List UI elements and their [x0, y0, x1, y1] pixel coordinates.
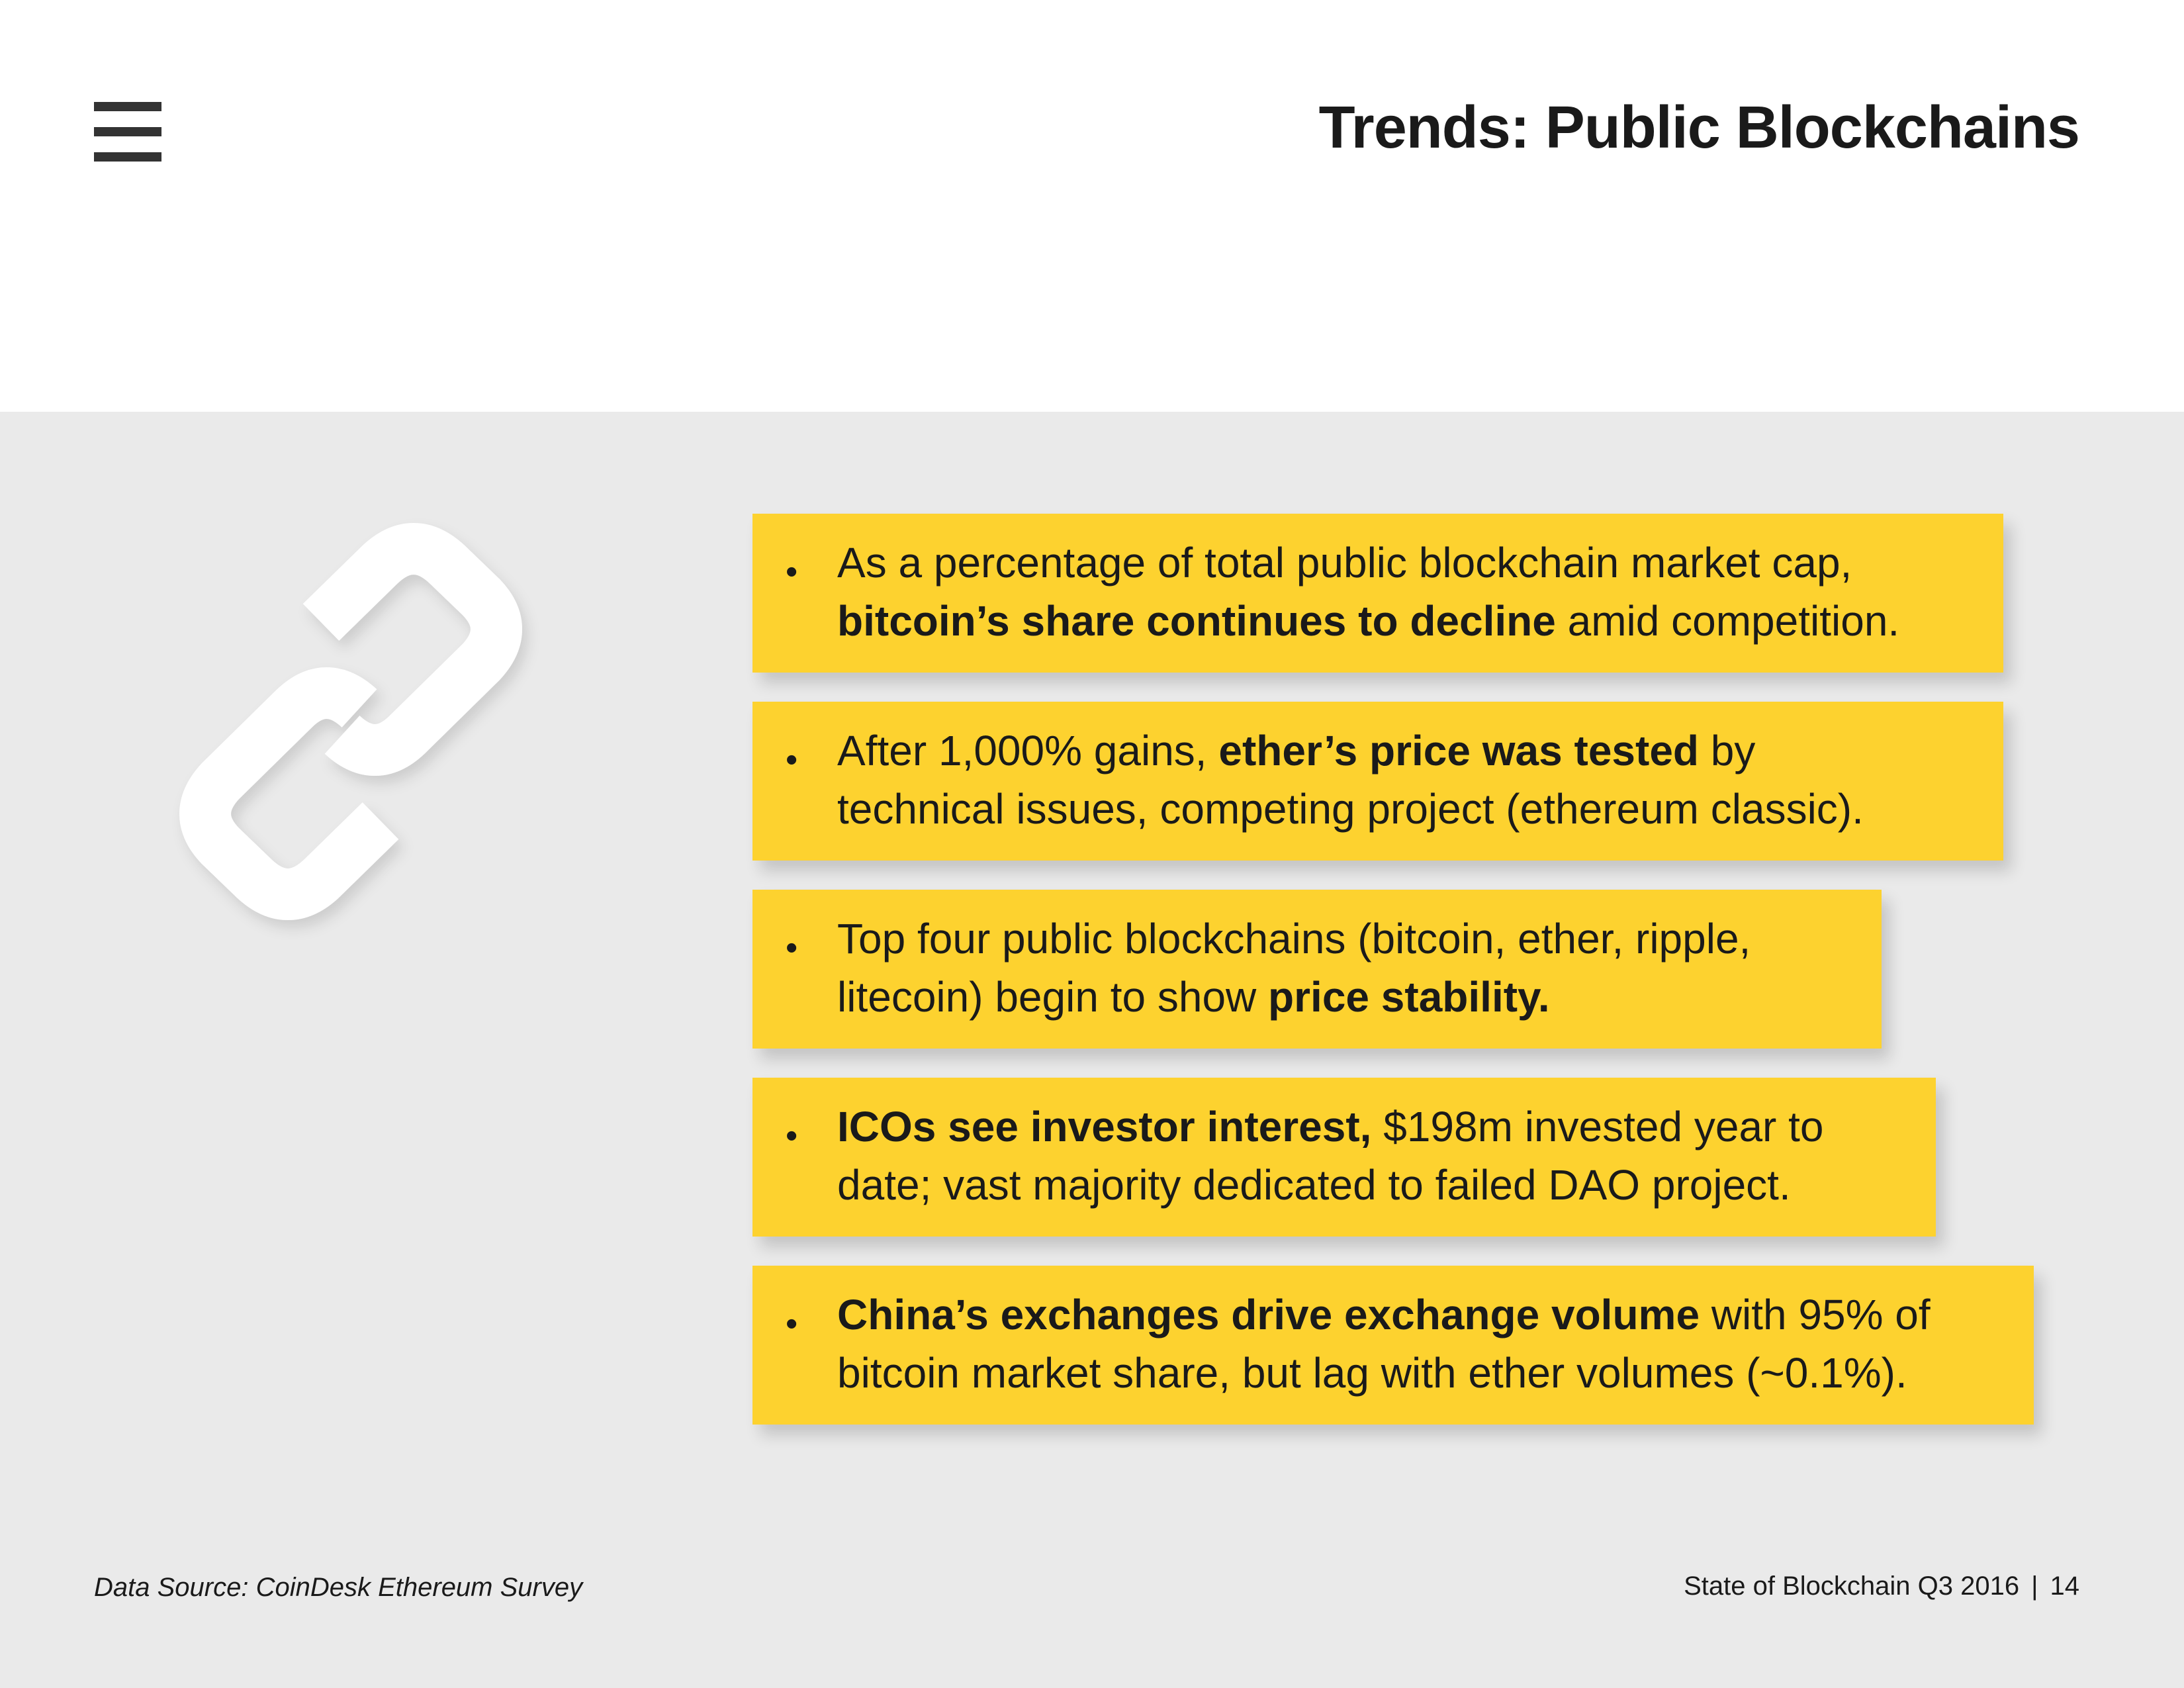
chain-link-icon	[179, 523, 522, 920]
text-run: Top four public blockchains (bitcoin, et…	[837, 915, 1751, 962]
point-card-1: • As a percentage of total public blockc…	[752, 514, 2003, 673]
point-card-2: • After 1,000% gains, ether’s price was …	[752, 702, 2003, 861]
text-run: date; vast majority dedicated to failed …	[837, 1161, 1791, 1209]
point-line: litecoin) begin to show price stability.	[837, 968, 1550, 1026]
bullet: •	[786, 553, 798, 591]
point-card-4: • ICOs see investor interest, $198m inve…	[752, 1078, 1936, 1237]
page-number: 14	[2050, 1571, 2080, 1601]
report-title: State of Blockchain Q3 2016	[1684, 1571, 2020, 1601]
point-line: bitcoin’s share continues to decline ami…	[837, 592, 1899, 650]
point-line: bitcoin market share, but lag with ether…	[837, 1344, 1907, 1402]
menu-bar	[94, 127, 161, 136]
text-run: with 95% of	[1700, 1291, 1931, 1338]
text-run: litecoin) begin to show	[837, 973, 1269, 1021]
menu-bar	[94, 152, 161, 162]
header: Trends: Public Blockchains	[0, 0, 2184, 412]
text-run: bitcoin market share, but lag with ether…	[837, 1349, 1907, 1397]
point-line: As a percentage of total public blockcha…	[837, 534, 1852, 592]
text-run: technical issues, competing project (eth…	[837, 785, 1864, 833]
menu-icon[interactable]	[94, 102, 161, 162]
footer-separator: |	[2031, 1571, 2038, 1601]
bold-text: price stability.	[1268, 973, 1550, 1021]
bullet: •	[786, 1305, 798, 1343]
point-line: technical issues, competing project (eth…	[837, 780, 1864, 838]
menu-bar	[94, 102, 161, 111]
point-line: China’s exchanges drive exchange volume …	[837, 1286, 1931, 1344]
bold-text: China’s exchanges drive exchange volume	[837, 1291, 1700, 1338]
text-run: As a percentage of total public blockcha…	[837, 539, 1852, 586]
point-line: date; vast majority dedicated to failed …	[837, 1156, 1791, 1214]
point-line: ICOs see investor interest, $198m invest…	[837, 1098, 1824, 1156]
bullet: •	[786, 741, 798, 779]
text-run: $198m invested year to	[1371, 1103, 1824, 1150]
point-card-5: • China’s exchanges drive exchange volum…	[752, 1266, 2034, 1425]
text-run: After 1,000% gains,	[837, 727, 1219, 774]
bullet: •	[786, 1117, 798, 1155]
text-run: by	[1699, 727, 1756, 774]
page-title: Trends: Public Blockchains	[1318, 95, 2080, 161]
bold-text: bitcoin’s share continues to decline	[837, 597, 1556, 645]
data-source: Data Source: CoinDesk Ethereum Survey	[94, 1573, 583, 1602]
point-line: After 1,000% gains, ether’s price was te…	[837, 722, 1755, 780]
bullet: •	[786, 929, 798, 967]
bold-text: ICOs see investor interest,	[837, 1103, 1372, 1150]
text-run: amid competition.	[1555, 597, 1900, 645]
point-card-3: • Top four public blockchains (bitcoin, …	[752, 890, 1882, 1049]
bold-text: ether’s price was tested	[1218, 727, 1699, 774]
page-footer: State of Blockchain Q3 2016 | 14	[1684, 1571, 2079, 1601]
point-line: Top four public blockchains (bitcoin, et…	[837, 910, 1751, 968]
